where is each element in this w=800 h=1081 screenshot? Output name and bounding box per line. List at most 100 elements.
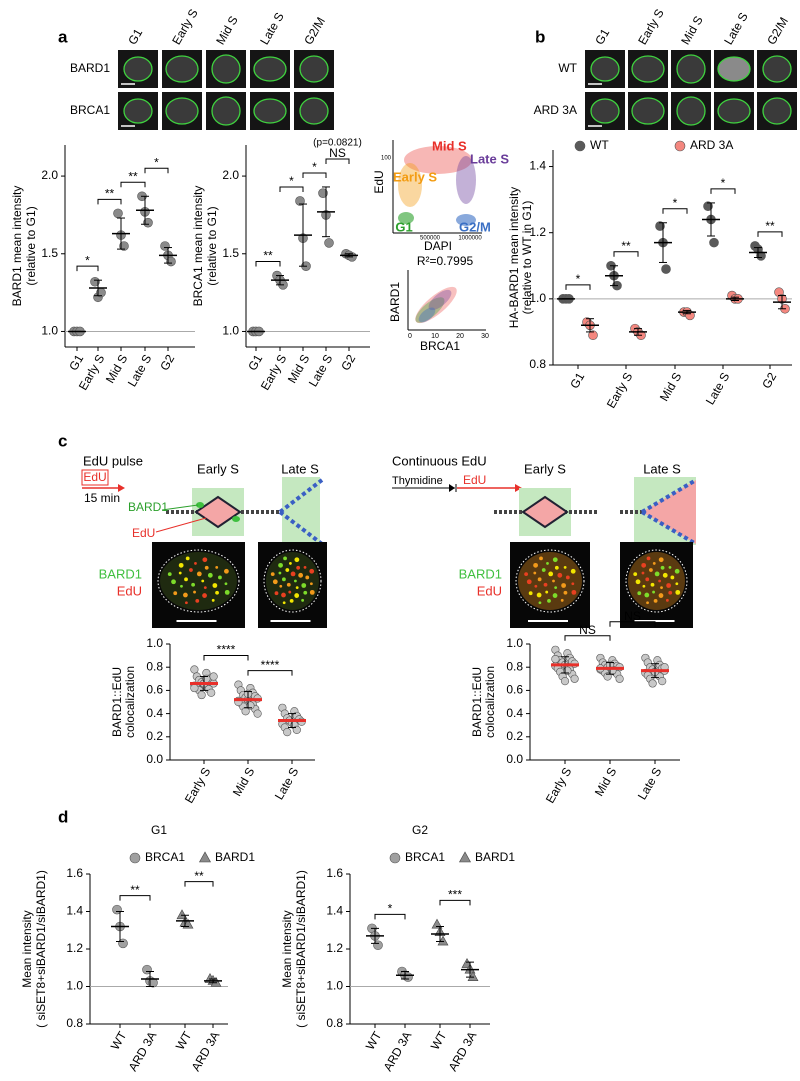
significance-label: * (721, 176, 726, 190)
population-label: Early S (393, 169, 437, 184)
focus (274, 591, 279, 596)
focus (294, 579, 297, 583)
y-tick-label: 0.8 (66, 1016, 83, 1030)
nucleus-outline (211, 54, 241, 84)
data-point (324, 238, 334, 248)
focus (203, 586, 207, 590)
data-point (661, 264, 671, 274)
focus (167, 572, 172, 576)
focus (309, 568, 315, 574)
focus (193, 590, 196, 594)
significance-label: * (388, 902, 393, 916)
focus (224, 589, 230, 595)
focus (641, 571, 645, 575)
replication-bubble (521, 495, 569, 529)
y-tick-label: 2.0 (222, 168, 239, 182)
focus (194, 562, 197, 565)
significance-label: ** (765, 219, 775, 233)
y-tick-label: 0.0 (506, 752, 523, 766)
significance-bracket (144, 167, 169, 174)
data-point (113, 208, 123, 219)
y-tick-label: 0.8 (326, 1016, 343, 1030)
y-tick-label: 1.0 (506, 636, 523, 650)
focus (646, 556, 651, 561)
focus (546, 562, 549, 565)
row-label: BARD1 (70, 61, 110, 75)
data-point (210, 976, 222, 987)
y-axis-label: BARD1 mean intensity (10, 186, 24, 307)
y-axis-label: HA-BARD1 mean intensity (507, 187, 521, 328)
focus (570, 568, 576, 574)
focus (294, 557, 300, 563)
y-tick-label: 1.6 (326, 866, 343, 880)
y-axis-label: ( siSET8+siBARD1/siBARD1) (294, 870, 308, 1028)
legend-marker (574, 140, 586, 152)
focus (666, 583, 672, 588)
significance-label: * (576, 272, 581, 286)
legend-marker (129, 852, 141, 864)
arrow-head (118, 484, 125, 492)
point-cloud (428, 289, 452, 311)
focus (635, 579, 641, 585)
y-tick-label: 0.8 (529, 357, 546, 371)
point-cloud (415, 286, 457, 324)
nucleus-outline (165, 97, 199, 125)
focus (645, 577, 650, 582)
significance-bracket (302, 172, 327, 178)
significance-bracket (325, 158, 350, 164)
significance-bracket (613, 251, 639, 257)
replicated-strand (640, 510, 698, 546)
focus (215, 590, 219, 595)
significance-label: ** (130, 883, 140, 897)
significance-label: **** (261, 658, 280, 672)
significance-label: NS (624, 609, 641, 623)
nucleus-outline (123, 98, 153, 124)
nucleus-outline (157, 549, 240, 613)
y-tick-label: 1.4 (66, 904, 83, 918)
focus (528, 591, 533, 596)
replication-bubble (194, 495, 242, 529)
point-cloud (418, 307, 436, 323)
focus (296, 565, 301, 570)
stain-label: BARD1 (459, 566, 502, 581)
data-point (703, 201, 713, 212)
significance-label: ** (263, 249, 273, 263)
focus (644, 592, 650, 598)
population-label: G1 (395, 219, 412, 234)
y-tick-label: 1.2 (326, 941, 343, 955)
y-axis-label: (relative to G1) (24, 206, 38, 285)
data-point (551, 654, 560, 664)
focus (191, 582, 196, 587)
facs-inset: Mid S Early S Late S G1 G2/M EdU DAPI 10… (372, 138, 509, 253)
tick-label: 30 (481, 333, 489, 340)
focus (552, 557, 558, 563)
focus (665, 598, 669, 602)
nucleus-outline (631, 97, 665, 125)
significance-label: ** (128, 169, 138, 183)
nucleus-outline (299, 97, 329, 125)
nucleus-outline (123, 56, 153, 82)
focus (207, 572, 213, 578)
significance-label: ** (105, 187, 115, 201)
y-axis-label: Mean intensity (280, 910, 294, 987)
correlation-inset: R²=0.7995 BARD1 BRCA1 0 10 20 30 (388, 254, 489, 353)
y-axis-label: Mean intensity (20, 910, 34, 987)
y-tick-label: 1.2 (66, 941, 83, 955)
focus (204, 565, 209, 570)
significance-bracket (757, 231, 783, 237)
y-tick-label: 1.2 (529, 225, 546, 239)
focus (218, 575, 222, 580)
focus (195, 598, 200, 603)
focus (285, 568, 290, 572)
focus (557, 572, 563, 578)
significance-label: ** (621, 239, 631, 253)
y-axis-label: colocalization (123, 666, 137, 738)
focus (272, 579, 278, 585)
focus (303, 565, 307, 569)
schematic-label: EdU (83, 470, 106, 484)
focus (652, 590, 655, 594)
focus (545, 590, 549, 594)
data-point (182, 918, 194, 929)
nucleus-outline (762, 55, 792, 83)
